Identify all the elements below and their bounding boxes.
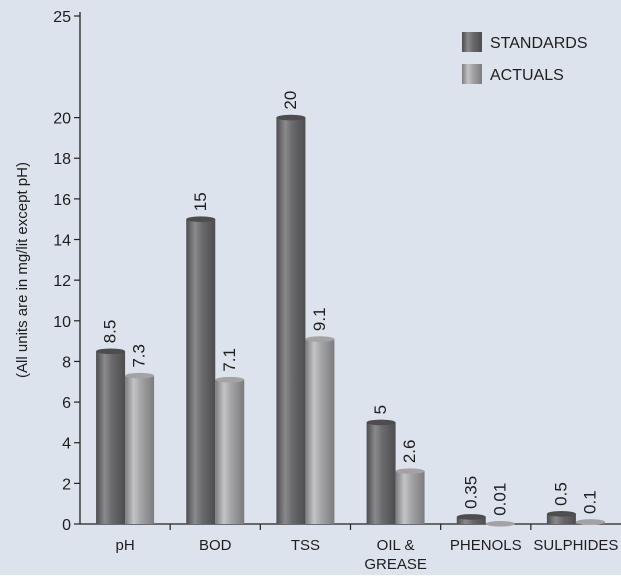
bar-cap	[215, 377, 244, 383]
bar-actuals	[486, 521, 515, 527]
bar-value-label: 0.1	[580, 490, 599, 514]
bar-body	[276, 118, 305, 524]
y-tick-label: 2	[62, 476, 71, 493]
bar-cap	[276, 115, 305, 121]
y-tick-label: 12	[53, 273, 71, 290]
bar-actuals	[215, 377, 244, 524]
y-tick-label: 8	[62, 354, 71, 371]
data-labels: 8.5 15 20 5 0.35 0.5 7.3 7.1 9.1 2.6 0.01 0.1	[101, 91, 600, 516]
bar-standards	[367, 420, 396, 524]
y-tick-label: 25	[53, 9, 71, 26]
bar-cap	[486, 521, 515, 527]
bar-cap	[125, 373, 154, 379]
bar-actuals	[305, 336, 334, 524]
bar-actuals	[396, 468, 425, 524]
legend-label: STANDARDS	[490, 35, 588, 52]
bar-standards	[547, 511, 576, 524]
x-tick-label: PHENOLS	[450, 537, 522, 554]
bar-value-label: 7.3	[130, 344, 149, 368]
x-tick-label: TSS	[291, 537, 320, 554]
legend-label: ACTUALS	[490, 67, 564, 84]
x-tick-label: SULPHIDES	[533, 537, 618, 554]
bar-cap	[186, 216, 215, 222]
bar-cap	[396, 468, 425, 474]
y-tick-label: 0	[62, 517, 71, 534]
bar-actuals	[125, 373, 154, 524]
bar-value-label: 15	[191, 192, 210, 211]
bar-value-label: 8.5	[101, 320, 120, 344]
bar-body	[305, 339, 334, 524]
bar-value-label: 5	[371, 405, 390, 414]
y-tick-label: 18	[53, 151, 71, 168]
bar-standards	[96, 348, 125, 524]
bar-body	[367, 422, 396, 524]
bar-cap	[576, 519, 605, 525]
y-axis-label: (All units are in mg/lit except pH)	[14, 162, 31, 378]
bar-body	[125, 376, 154, 524]
bar-value-label: 0.5	[551, 482, 570, 506]
y-tick-label: 6	[62, 395, 71, 412]
bar-value-label: 0.35	[461, 476, 480, 509]
bar-cap	[547, 511, 576, 517]
bar-standards	[186, 216, 215, 524]
x-tick-label: GREASE	[364, 556, 427, 573]
y-tick-label: 14	[53, 233, 71, 250]
x-tick-label: BOD	[199, 537, 232, 554]
legend: STANDARDS ACTUALS	[462, 32, 588, 84]
bar-standards	[276, 115, 305, 524]
y-tick-label: 4	[62, 436, 71, 453]
legend-item-actuals: ACTUALS	[462, 64, 564, 84]
bar-value-label: 0.01	[490, 483, 509, 516]
y-tick-label: 16	[53, 192, 71, 209]
bar-value-label: 9.1	[310, 307, 329, 331]
legend-item-standards: STANDARDS	[462, 32, 588, 52]
bar-body	[215, 380, 244, 524]
bar-cap	[305, 336, 334, 342]
bar-actuals	[576, 519, 605, 525]
bar-body	[186, 219, 215, 524]
bar-standards	[457, 514, 486, 524]
bar-cap	[367, 420, 396, 426]
legend-swatch	[462, 64, 482, 84]
bar-value-label: 2.6	[400, 440, 419, 464]
y-tick-label: 20	[53, 111, 71, 128]
bar-value-label: 20	[281, 91, 300, 110]
legend-swatch	[462, 32, 482, 52]
x-tick-label: OIL &	[377, 537, 415, 554]
bar-cap	[96, 348, 125, 354]
bar-cap	[457, 514, 486, 520]
x-tick-label: pH	[115, 537, 134, 554]
bar-value-label: 7.1	[220, 348, 239, 372]
bars	[96, 115, 605, 527]
bar-body	[396, 471, 425, 524]
y-tick-label: 10	[53, 314, 71, 331]
bar-body	[96, 351, 125, 524]
